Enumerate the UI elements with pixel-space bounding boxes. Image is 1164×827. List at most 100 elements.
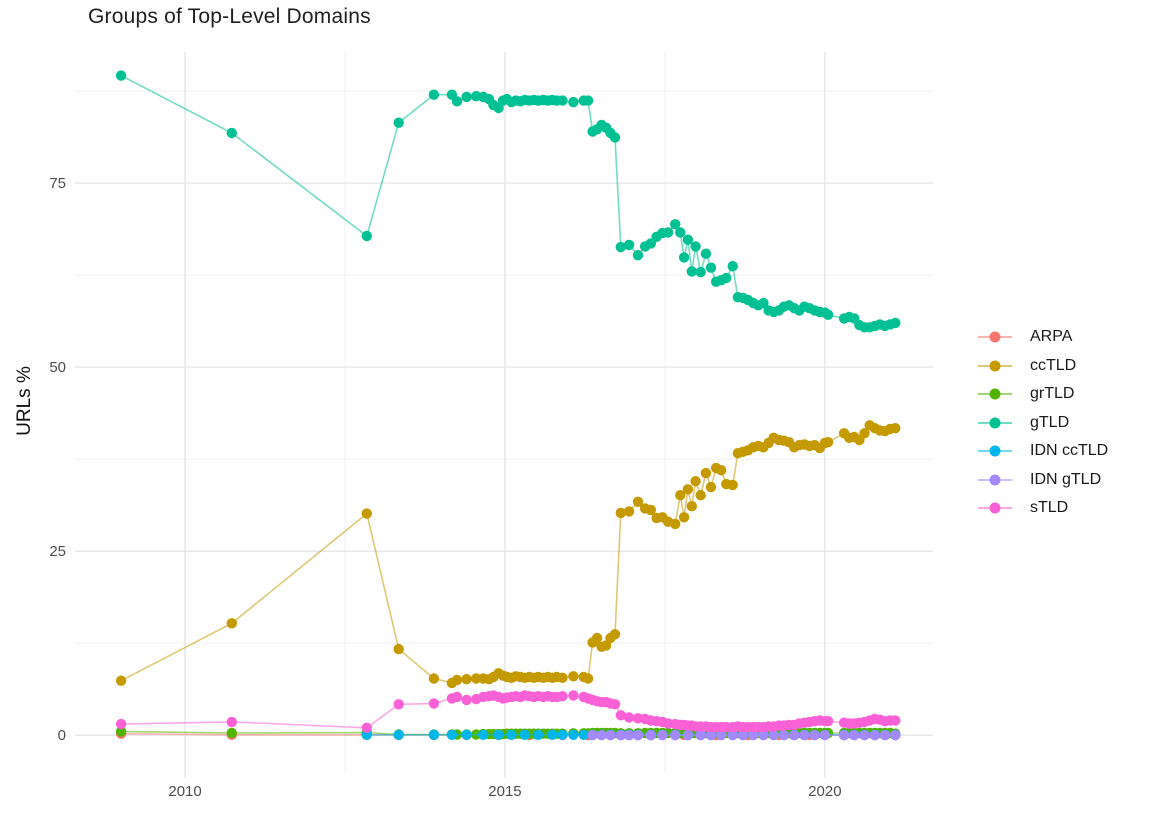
legend-item-idn-gtld: IDN gTLD (978, 466, 1108, 495)
data-point (890, 730, 901, 741)
data-point (568, 671, 579, 682)
data-point (778, 730, 790, 741)
data-point (461, 729, 472, 740)
data-point (115, 726, 127, 737)
data-point (568, 729, 579, 740)
data-point (690, 241, 701, 252)
data-point (582, 95, 594, 106)
data-point (587, 730, 598, 741)
legend-key-icon (978, 445, 1012, 457)
data-point (428, 698, 440, 709)
data-point (678, 512, 690, 523)
data-point (451, 96, 463, 107)
data-point (675, 490, 686, 501)
data-point (623, 239, 635, 251)
legend-key-icon (978, 360, 1012, 372)
legend-key-icon (978, 474, 1012, 486)
data-point (748, 730, 759, 741)
series-gtld (115, 70, 901, 333)
data-point (809, 730, 820, 741)
data-point (695, 730, 706, 741)
data-point (361, 722, 372, 733)
data-point (578, 729, 589, 740)
legend: ARPA ccTLD grTLD gTLD IDN ccTLD IDN gTLD sTLD (978, 323, 1108, 523)
data-point (849, 730, 860, 741)
data-point (705, 481, 717, 493)
legend-item-cctld: ccTLD (978, 352, 1108, 381)
legend-item-idn-cctld: IDN ccTLD (978, 437, 1108, 466)
data-point (361, 508, 372, 519)
data-point (690, 476, 701, 487)
data-point (799, 730, 810, 741)
legend-label: grTLD (1030, 385, 1075, 403)
data-point (632, 496, 644, 507)
legend-label: ccTLD (1030, 356, 1077, 374)
data-point (789, 730, 800, 741)
data-point (721, 272, 732, 284)
y-tick-label: 25 (49, 543, 66, 560)
legend-key-icon (978, 388, 1012, 400)
data-point (859, 730, 870, 741)
data-point (461, 91, 472, 103)
data-point (879, 730, 891, 741)
legend-item-gtld: gTLD (978, 409, 1108, 438)
legend-key-icon (978, 331, 1012, 343)
series-idn-gtld (587, 730, 901, 741)
data-point (591, 632, 603, 644)
data-point (700, 248, 712, 259)
data-point (557, 691, 568, 702)
data-point (705, 730, 717, 741)
data-point (623, 730, 635, 741)
data-point (393, 699, 404, 710)
minor-gridlines (75, 52, 933, 772)
data-point (822, 716, 834, 727)
legend-item-arpa: ARPA (978, 323, 1108, 352)
data-point (506, 729, 517, 740)
legend-label: ARPA (1030, 328, 1073, 346)
data-point (727, 261, 738, 272)
x-tick-label: 2010 (168, 783, 201, 800)
data-point (605, 730, 616, 741)
series-line (120, 74, 896, 329)
data-point (609, 629, 621, 640)
series-stld (115, 690, 901, 733)
data-point (768, 730, 779, 741)
legend-label: gTLD (1030, 413, 1070, 431)
data-point (838, 730, 850, 741)
data-point (393, 729, 404, 740)
y-tick-label: 50 (49, 359, 66, 376)
data-point (727, 730, 738, 741)
chart-title: Groups of Top-Level Domains (88, 5, 371, 28)
data-point (461, 694, 472, 706)
data-point (670, 518, 681, 530)
data-point (226, 618, 237, 629)
data-point (226, 727, 237, 739)
data-point (428, 729, 440, 740)
data-point (557, 729, 568, 740)
y-tick-label: 0 (58, 727, 66, 744)
data-point (623, 506, 635, 517)
data-point (819, 730, 831, 741)
data-point (737, 730, 749, 741)
data-point (609, 132, 621, 143)
data-point (533, 729, 544, 740)
data-point (393, 117, 404, 128)
data-point (758, 730, 769, 741)
data-point (632, 730, 644, 741)
data-point (446, 729, 458, 740)
data-point (859, 428, 870, 439)
legend-item-stld: sTLD (978, 494, 1108, 523)
data-point (632, 250, 644, 261)
data-point (519, 729, 530, 740)
data-point (547, 729, 558, 740)
data-point (716, 730, 727, 741)
data-point (226, 127, 237, 139)
data-point (615, 710, 626, 721)
y-tick-label: 75 (49, 175, 66, 192)
data-point (682, 484, 694, 495)
data-point (890, 423, 901, 434)
legend-label: IDN ccTLD (1030, 442, 1109, 460)
data-point (451, 691, 463, 703)
series-cctld (115, 420, 901, 689)
data-point (716, 465, 727, 476)
